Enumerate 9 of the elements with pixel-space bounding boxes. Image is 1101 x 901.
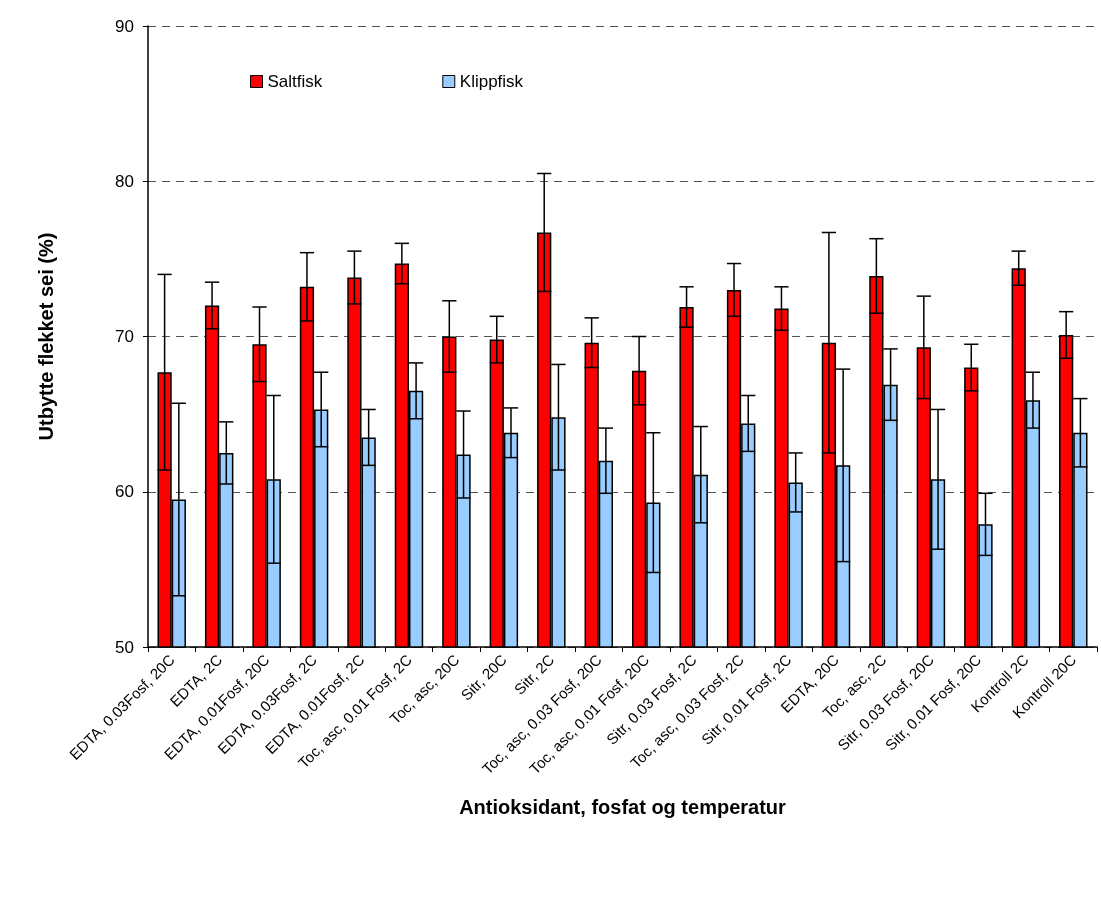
y-tick-label: 90: [115, 16, 134, 36]
y-axis-title: Utbytte flekket sei (%): [35, 232, 57, 441]
y-tick-label: 50: [115, 637, 134, 657]
x-axis-title: Antioksidant, fosfat og temperatur: [459, 796, 787, 818]
y-tick-label: 70: [115, 327, 134, 346]
y-tick-label: 80: [115, 171, 134, 191]
legend-label: Klippfisk: [459, 72, 524, 91]
legend-label: Saltfisk: [267, 72, 323, 91]
y-tick-label: 60: [115, 482, 134, 502]
